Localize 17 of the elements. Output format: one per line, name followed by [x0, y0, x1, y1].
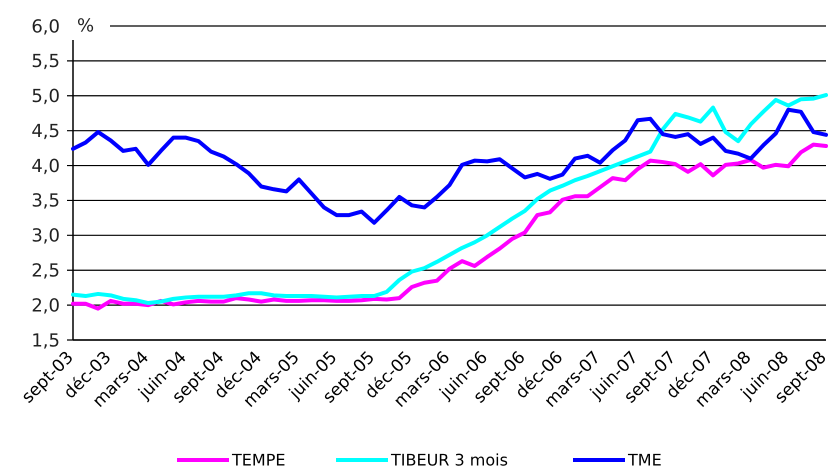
- y-tick-label: 3,0: [31, 226, 60, 247]
- legend-label: TEMPE: [231, 450, 286, 470]
- y-tick-label: 4,5: [31, 120, 60, 142]
- y-tick-label: 2,5: [31, 260, 60, 282]
- y-tick-label: 4,0: [31, 156, 60, 177]
- line-series: [71, 142, 828, 311]
- y-tick-label: 6,0: [31, 16, 60, 38]
- y-tick-label: 5,0: [31, 86, 60, 108]
- y-tick-label: 1,5: [31, 330, 60, 352]
- y-tick-label: 5,5: [31, 51, 60, 72]
- legend-label: TIBEUR 3 mois: [390, 450, 508, 470]
- y-tick-label: 3,5: [31, 190, 60, 212]
- legend-label: TME: [627, 450, 662, 470]
- line-series: [71, 93, 828, 306]
- line-series: [71, 108, 828, 225]
- y-tick-label: 2,0: [31, 295, 60, 316]
- y-axis-title: %: [77, 15, 94, 36]
